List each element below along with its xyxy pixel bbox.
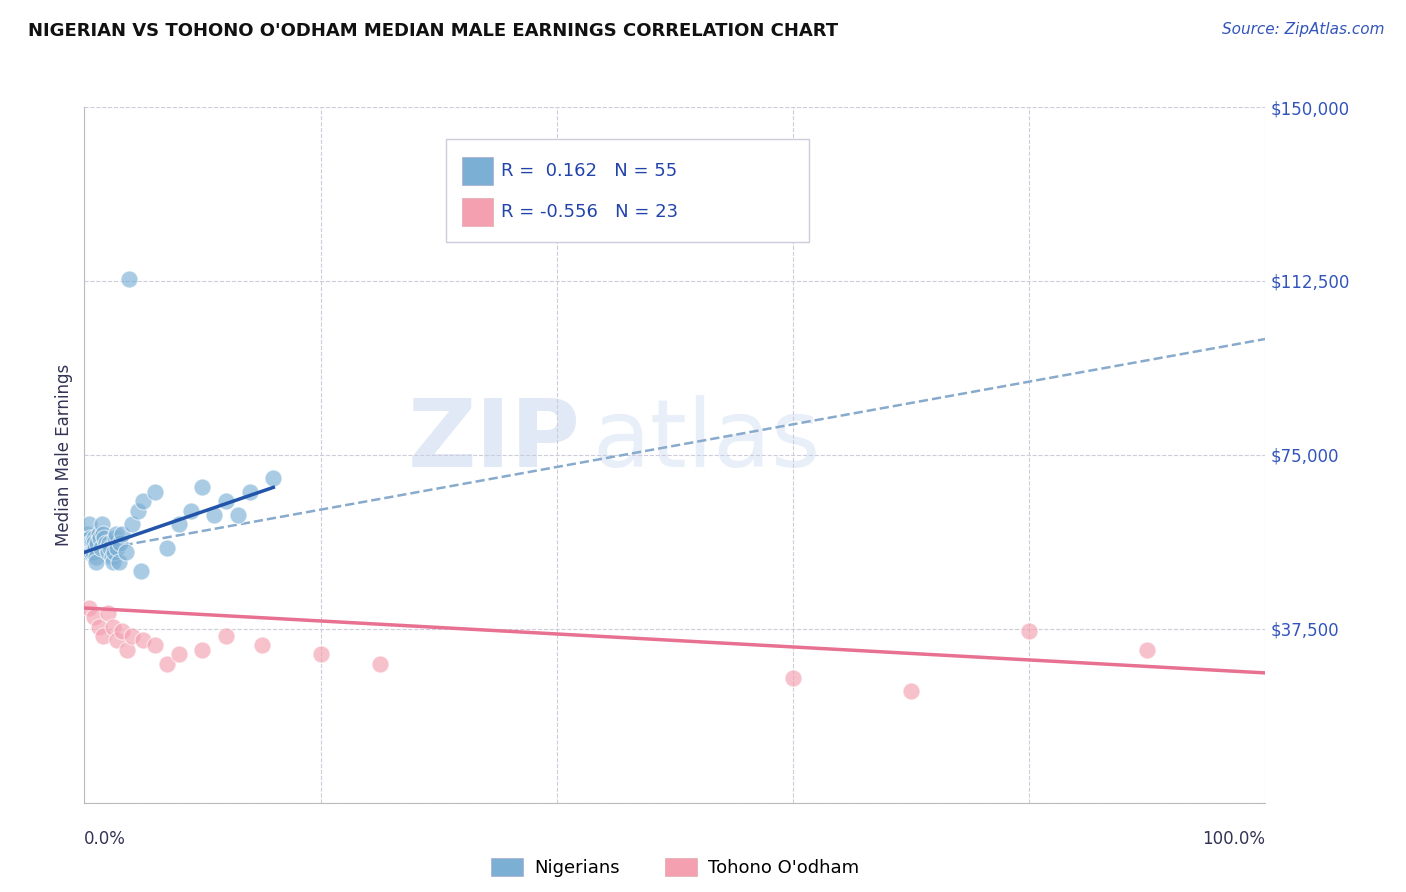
Point [782,671,804,685]
Point [156,541,179,555]
Point [121,629,143,643]
Point [111,624,134,639]
Point [94,536,117,550]
Point [239,485,262,500]
Point [132,633,155,648]
Point [127,503,149,517]
Text: NIGERIAN VS TOHONO O'ODHAM MEDIAN MALE EARNINGS CORRELATION CHART: NIGERIAN VS TOHONO O'ODHAM MEDIAN MALE E… [28,22,838,40]
Point [79,536,101,550]
Point [250,638,273,652]
Point [115,642,138,657]
Point [118,271,141,285]
Point [77,601,100,615]
Point [97,606,120,620]
Point [900,684,922,698]
Point [107,541,129,555]
Point [90,541,112,555]
Point [1136,642,1159,657]
Point [132,494,155,508]
Point [87,526,110,541]
Point [83,610,105,624]
Legend: Nigerians, Tohono O'odham: Nigerians, Tohono O'odham [484,850,866,884]
Point [87,619,110,633]
Point [103,545,125,559]
Point [84,541,107,555]
Text: Source: ZipAtlas.com: Source: ZipAtlas.com [1222,22,1385,37]
Point [79,532,101,546]
Point [96,541,118,555]
Point [84,555,107,569]
Point [91,526,114,541]
Text: R = -0.556   N = 23: R = -0.556 N = 23 [501,203,678,221]
Point [105,526,128,541]
Point [91,629,114,643]
Point [114,545,136,559]
Point [1018,624,1040,639]
Point [104,532,127,546]
Text: atlas: atlas [592,395,821,487]
Point [180,503,202,517]
Text: R =  0.162   N = 55: R = 0.162 N = 55 [501,162,678,180]
Point [77,517,100,532]
Point [91,517,114,532]
Point [368,657,391,671]
Point [83,532,105,546]
Point [167,517,190,532]
Point [191,642,214,657]
Point [129,564,152,578]
Point [101,555,124,569]
Point [191,480,214,494]
Point [108,536,131,550]
Point [107,633,129,648]
Point [84,549,107,564]
Point [75,532,97,546]
Point [86,536,108,550]
Point [121,517,143,532]
Point [143,638,166,652]
Point [111,526,134,541]
Point [226,508,249,523]
Point [167,648,190,662]
Text: ZIP: ZIP [408,395,581,487]
Point [82,541,104,555]
Y-axis label: Median Male Earnings: Median Male Earnings [55,364,73,546]
Point [89,532,111,546]
Point [80,536,103,550]
Point [76,526,98,541]
Point [156,657,179,671]
Point [80,545,103,559]
Point [83,536,105,550]
Point [80,541,103,555]
Point [101,619,124,633]
Text: 0.0%: 0.0% [84,830,127,847]
Point [202,508,225,523]
Point [100,549,122,564]
Point [77,545,100,559]
Point [262,471,284,485]
Point [309,648,332,662]
Point [215,629,238,643]
Point [143,485,166,500]
Point [97,545,120,559]
Point [93,532,115,546]
Point [82,545,104,559]
Point [98,536,121,550]
Point [107,555,129,569]
Point [76,536,98,550]
Point [77,541,100,555]
Point [98,541,121,555]
Text: 100.0%: 100.0% [1202,830,1265,847]
Point [215,494,238,508]
